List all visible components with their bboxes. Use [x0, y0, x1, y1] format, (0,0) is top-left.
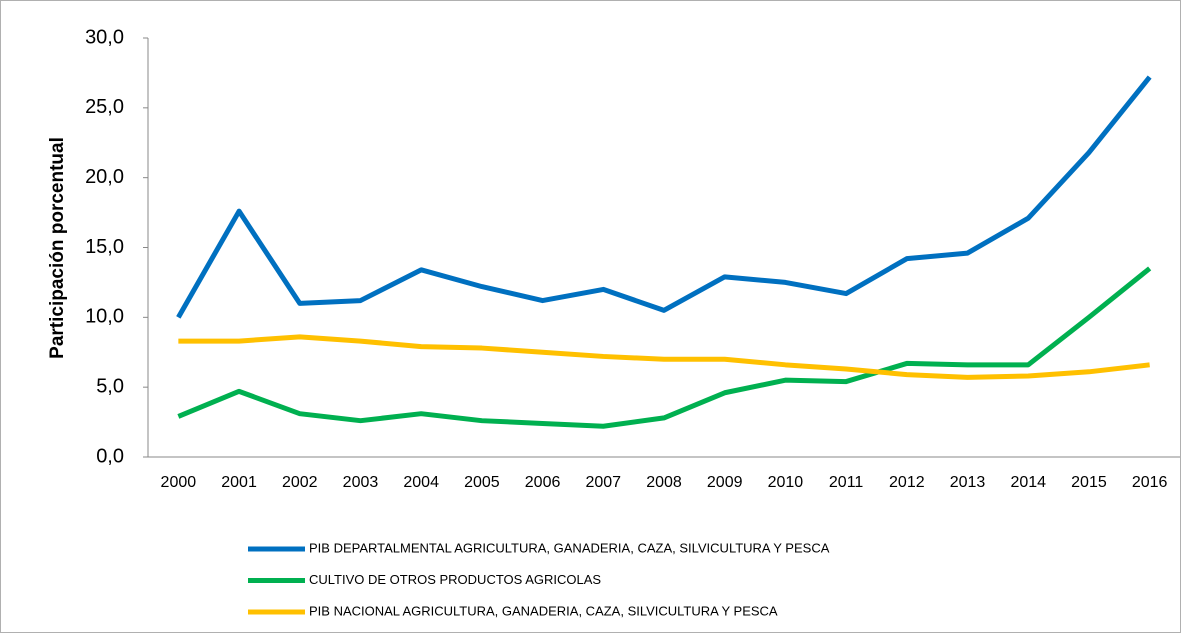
x-tick-label: 2016: [1132, 474, 1168, 491]
x-tick-label: 2005: [464, 474, 500, 491]
legend-label: PIB NACIONAL AGRICULTURA, GANADERIA, CAZ…: [309, 603, 778, 618]
x-tick-label: 2003: [343, 474, 379, 491]
y-tick-label: 15,0: [85, 236, 124, 258]
x-tick-label: 2013: [950, 474, 986, 491]
x-tick-label: 2001: [221, 474, 257, 491]
x-tick-label: 2000: [161, 474, 197, 491]
x-tick-label: 2014: [1010, 474, 1046, 491]
x-tick-label: 2009: [707, 474, 743, 491]
y-tick-label: 30,0: [85, 26, 124, 48]
x-tick-label: 2010: [768, 474, 804, 491]
x-tick-label: 2004: [403, 474, 439, 491]
line-series: [176, 75, 1152, 319]
x-tick-label: 2007: [585, 474, 621, 491]
y-tick-label: 25,0: [85, 96, 124, 118]
y-tick-label: 0,0: [96, 445, 124, 467]
x-tick-label: 2002: [282, 474, 318, 491]
y-tick-label: 20,0: [85, 166, 124, 188]
y-tick-label: 5,0: [96, 375, 124, 397]
x-tick-label: 2015: [1071, 474, 1107, 491]
x-tick-label: 2012: [889, 474, 925, 491]
x-tick-label: 2008: [646, 474, 682, 491]
y-tick-label: 10,0: [85, 306, 124, 328]
y-axis-label: Participación porcentual: [47, 137, 68, 359]
line-series: [177, 266, 1152, 429]
legend-label: PIB DEPARTALMENTAL AGRICULTURA, GANADERI…: [309, 540, 830, 555]
x-tick-label: 2011: [829, 474, 864, 491]
x-tick-label: 2006: [525, 474, 561, 491]
line-series: [178, 334, 1150, 380]
legend-label: CULTIVO DE OTROS PRODUCTOS AGRICOLAS: [309, 572, 601, 587]
